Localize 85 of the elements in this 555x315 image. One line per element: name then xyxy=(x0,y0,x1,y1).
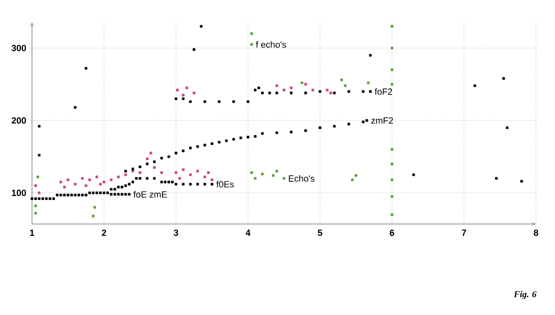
point xyxy=(390,213,394,216)
point xyxy=(340,78,343,82)
point xyxy=(174,171,178,174)
point xyxy=(74,182,76,186)
point xyxy=(117,176,120,178)
annotation: f echo's xyxy=(256,41,286,48)
point xyxy=(390,178,394,182)
point xyxy=(390,195,394,198)
point xyxy=(34,212,37,214)
point xyxy=(34,204,37,208)
point xyxy=(210,178,214,182)
x-tick-label: 1 xyxy=(30,230,34,236)
y-tick-label: 200 xyxy=(12,117,26,124)
x-tick-label: 6 xyxy=(390,230,394,236)
point xyxy=(182,94,184,96)
point xyxy=(290,86,292,90)
point xyxy=(390,25,394,28)
point xyxy=(99,182,102,186)
point xyxy=(390,162,394,166)
point xyxy=(250,32,253,35)
point xyxy=(92,214,94,218)
point xyxy=(250,171,253,174)
x-tick-label: 7 xyxy=(462,230,466,236)
point xyxy=(390,68,394,72)
x-tick-label: 2 xyxy=(102,230,106,236)
point xyxy=(182,168,184,171)
point xyxy=(81,177,84,180)
point xyxy=(304,82,307,86)
point xyxy=(34,184,37,187)
point xyxy=(330,92,332,94)
point xyxy=(261,172,264,176)
point xyxy=(204,176,206,178)
point xyxy=(38,192,40,194)
point xyxy=(196,170,199,172)
annotation: f0Es xyxy=(216,180,234,188)
caption: Fig. 6 xyxy=(514,290,536,300)
point xyxy=(272,174,274,177)
point xyxy=(390,82,394,86)
point xyxy=(36,176,40,178)
annotation: Echo's xyxy=(288,175,314,182)
x-tick-label: 5 xyxy=(318,230,322,236)
point xyxy=(63,186,66,188)
point xyxy=(124,173,127,176)
point xyxy=(93,206,96,209)
point xyxy=(390,148,394,151)
y-tick-label: 300 xyxy=(12,44,26,52)
point xyxy=(189,173,192,176)
point xyxy=(96,176,98,178)
point xyxy=(66,178,70,182)
point xyxy=(354,174,358,177)
point xyxy=(312,88,314,92)
point xyxy=(60,180,62,184)
x-tick-label: 8 xyxy=(534,230,538,236)
point xyxy=(207,171,210,174)
point xyxy=(282,88,286,92)
point xyxy=(300,82,304,84)
point xyxy=(84,184,88,187)
point xyxy=(344,84,346,88)
point xyxy=(110,178,112,182)
point xyxy=(351,178,354,182)
point xyxy=(282,177,286,180)
point xyxy=(160,171,163,174)
annotation: zmF2 xyxy=(371,117,393,124)
point xyxy=(88,178,91,182)
point xyxy=(178,177,181,180)
point xyxy=(366,82,370,84)
x-tick-label: 4 xyxy=(246,230,250,236)
annotation: foF2 xyxy=(374,88,392,95)
point xyxy=(102,180,106,184)
point xyxy=(146,158,148,160)
point xyxy=(254,177,256,180)
point xyxy=(153,166,156,169)
point xyxy=(138,171,142,174)
annotation: foE zmE xyxy=(134,191,167,198)
point xyxy=(276,84,278,88)
point xyxy=(390,46,394,50)
point xyxy=(150,152,152,154)
point xyxy=(176,88,179,92)
point xyxy=(186,86,188,90)
point xyxy=(250,43,253,46)
point xyxy=(326,88,328,92)
point xyxy=(192,92,196,94)
point xyxy=(276,170,278,172)
y-tick-label: 100 xyxy=(12,190,26,196)
x-tick-label: 3 xyxy=(174,230,178,236)
